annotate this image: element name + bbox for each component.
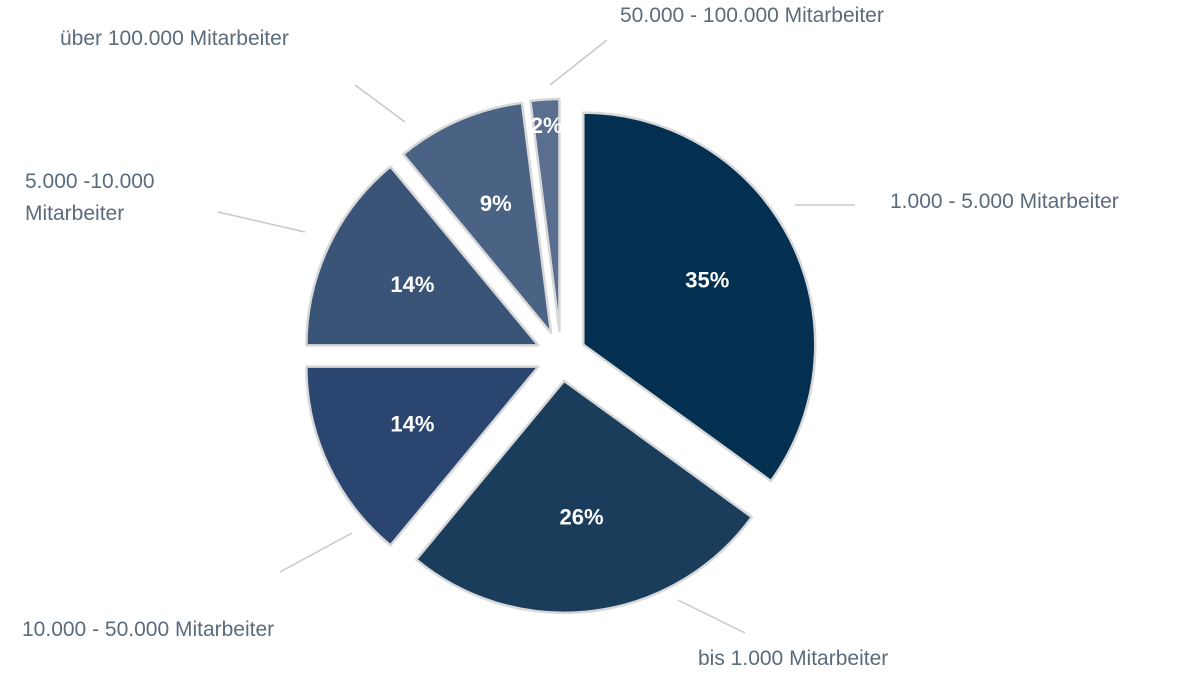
slice-value-label: 35% <box>685 267 729 292</box>
pie-slice <box>529 97 561 333</box>
slice-value-label: 26% <box>560 505 604 530</box>
leader-line <box>279 532 353 573</box>
pie-slice <box>415 379 754 615</box>
leader-line <box>354 84 406 123</box>
category-label: 5.000 -10.000 Mitarbeiter <box>25 170 155 225</box>
category-label: bis 1.000 Mitarbeiter <box>698 647 888 670</box>
category-label: über 100.000 Mitarbeiter <box>60 27 289 50</box>
leader-line <box>217 211 306 233</box>
pie-slice <box>582 111 817 483</box>
slice-value-label: 9% <box>480 191 512 216</box>
slice-value-label: 2% <box>531 113 563 138</box>
category-label: 10.000 - 50.000 Mitarbeiter <box>22 618 274 641</box>
category-label-line: Mitarbeiter <box>25 202 124 225</box>
leader-line <box>549 39 608 86</box>
pie-slice <box>305 365 540 547</box>
category-label: 1.000 - 5.000 Mitarbeiter <box>890 190 1119 213</box>
pie-slice <box>401 101 553 335</box>
pie-slice <box>305 165 540 347</box>
slice-value-label: 14% <box>390 272 434 297</box>
category-label: 50.000 - 100.000 Mitarbeiter <box>620 4 884 27</box>
category-label-line: 5.000 -10.000 <box>25 170 155 193</box>
slice-value-label: 14% <box>390 412 434 437</box>
leader-line <box>677 599 746 634</box>
